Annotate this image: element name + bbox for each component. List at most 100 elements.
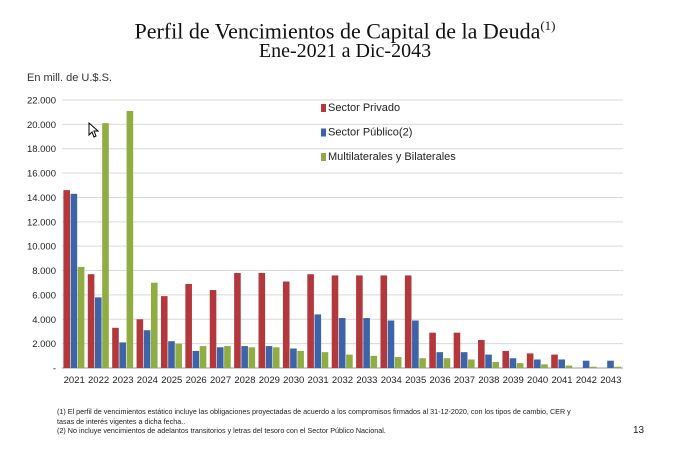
bar-sector-publico-2030 [290, 348, 297, 368]
x-tick-label: 2025 [161, 375, 182, 386]
bar-sector-privado-2034 [380, 275, 388, 368]
chart-title: Perfil de Vencimientos de Capital de la … [0, 14, 690, 43]
footnotes: (1) El perfil de vencimientos estático i… [57, 407, 617, 436]
bar-sector-privado-2031 [307, 274, 314, 368]
bar-multilaterales-2022 [102, 123, 109, 369]
bar-sector-privado-2024 [136, 319, 144, 368]
bar-sector-publico-2034 [387, 320, 395, 368]
y-tick-label: 2.000 [32, 339, 56, 350]
bar-sector-publico-2043 [607, 360, 614, 368]
bar-sector-publico-2032 [338, 318, 346, 368]
legend: Sector Privado Sector Público(2) Multilate… [321, 102, 456, 163]
x-tick-label: 2031 [308, 375, 329, 386]
bar-sector-publico-2037 [460, 352, 468, 368]
x-tick-label: 2027 [210, 375, 231, 386]
bar-chart: - 2.000 4.000 6.000 8.000 10.000 12.000 14.000 1… [27, 96, 623, 386]
bar-multilaterales-2040 [541, 364, 548, 368]
legend-swatch [321, 153, 326, 161]
bar-sector-publico-2029 [265, 346, 273, 368]
x-tick-label: 2038 [478, 375, 499, 386]
y-tick-label: 16.000 [27, 169, 56, 180]
x-tick-label: 2034 [381, 375, 402, 386]
bar-multilaterales-2021 [77, 266, 85, 368]
bar-sector-publico-2041 [558, 359, 566, 368]
bar-multilaterales-2031 [321, 352, 329, 368]
y-tick-label: - [53, 364, 56, 375]
bar-sector-privado-2021 [63, 190, 70, 368]
bar-sector-privado-2038 [478, 339, 485, 368]
x-tick-label: 2032 [332, 375, 353, 386]
bar-sector-privado-2033 [356, 275, 363, 368]
bar-multilaterales-2035 [419, 358, 426, 368]
bar-sector-privado-2035 [404, 275, 412, 368]
bar-sector-privado-2025 [160, 296, 168, 368]
bar-multilaterales-2034 [394, 357, 402, 368]
y-tick-label: 10.000 [27, 242, 56, 253]
bar-sector-privado-2032 [331, 275, 339, 368]
bar-sector-privado-2037 [453, 332, 461, 368]
x-tick-label: 2022 [88, 375, 109, 386]
x-axis-ticks: 2021 2022 2023 2024 2025 2026 2027 2028 2029 2030… [64, 375, 622, 386]
x-tick-label: 2024 [137, 375, 158, 386]
bar-sector-publico-2021 [70, 193, 78, 368]
chart-title-text: Perfil de Vencimientos de Capital de la … [134, 18, 541, 44]
legend-swatch [321, 128, 326, 137]
bar-sector-publico-2024 [143, 330, 151, 368]
bar-multilaterales-2033 [370, 355, 378, 368]
x-tick-label: 2033 [356, 375, 377, 386]
bar-sector-privado-2039 [502, 350, 510, 368]
bar-multilaterales-2041 [565, 365, 573, 368]
bar-multilaterales-2032 [346, 354, 353, 368]
legend-label: Sector Privado [328, 102, 400, 114]
page-number: 13 [633, 425, 645, 436]
x-tick-label: 2035 [405, 375, 426, 386]
bar-sector-privado-2030 [282, 281, 290, 368]
bar-sector-publico-2042 [582, 360, 590, 368]
bar-sector-publico-2031 [314, 314, 322, 368]
chart-title-footnote-ref: (1) [540, 18, 556, 33]
bar-multilaterales-2039 [516, 363, 524, 368]
y-tick-label: 20.000 [27, 120, 56, 131]
bar-multilaterales-2023 [126, 110, 134, 369]
bar-sector-privado-2026 [185, 283, 192, 368]
x-tick-label: 2029 [259, 375, 280, 386]
y-tick-label: 6.000 [32, 290, 56, 301]
chart-subtitle: Ene-2021 a Dic-2043 [258, 40, 432, 62]
bar-sector-privado-2041 [551, 354, 558, 368]
legend-label: Sector Público(2) [328, 127, 412, 139]
bar-multilaterales-2036 [443, 358, 451, 368]
x-tick-label: 2026 [186, 375, 207, 386]
bar-sector-publico-2036 [436, 352, 444, 368]
bar-sector-privado-2029 [258, 272, 266, 368]
bar-multilaterales-2024 [150, 282, 158, 368]
bar-multilaterales-2025 [175, 343, 182, 368]
bar-sector-publico-2027 [216, 347, 224, 368]
bar-sector-publico-2025 [168, 341, 175, 368]
bar-sector-publico-2040 [534, 359, 541, 368]
y-tick-label: 22.000 [27, 96, 56, 107]
x-tick-label: 2036 [429, 375, 450, 386]
y-tick-label: 18.000 [27, 144, 56, 155]
bars [63, 110, 622, 369]
bar-sector-privado-2028 [234, 272, 241, 368]
bar-sector-privado-2023 [112, 327, 119, 368]
bar-sector-privado-2027 [209, 290, 217, 368]
x-tick-label: 2039 [503, 375, 524, 386]
bar-sector-publico-2035 [412, 320, 419, 368]
x-tick-label: 2030 [283, 375, 304, 386]
legend-label: Multilaterales y Bilaterales [328, 151, 456, 163]
bar-multilaterales-2042 [590, 366, 597, 368]
bar-multilaterales-2027 [224, 346, 231, 368]
legend-swatch [321, 104, 326, 112]
y-tick-label: 8.000 [32, 266, 56, 277]
bar-sector-publico-2038 [485, 354, 492, 368]
mouse-cursor-icon [88, 122, 100, 138]
bar-sector-privado-2040 [526, 353, 534, 368]
bar-multilaterales-2037 [468, 359, 475, 368]
bar-sector-publico-2026 [192, 350, 200, 368]
x-tick-label: 2021 [64, 375, 85, 386]
x-tick-label: 2037 [454, 375, 475, 386]
footnote-1: (1) El perfil de vencimientos estático i… [57, 407, 571, 416]
bar-sector-publico-2028 [241, 346, 248, 368]
bar-sector-publico-2039 [509, 358, 517, 368]
